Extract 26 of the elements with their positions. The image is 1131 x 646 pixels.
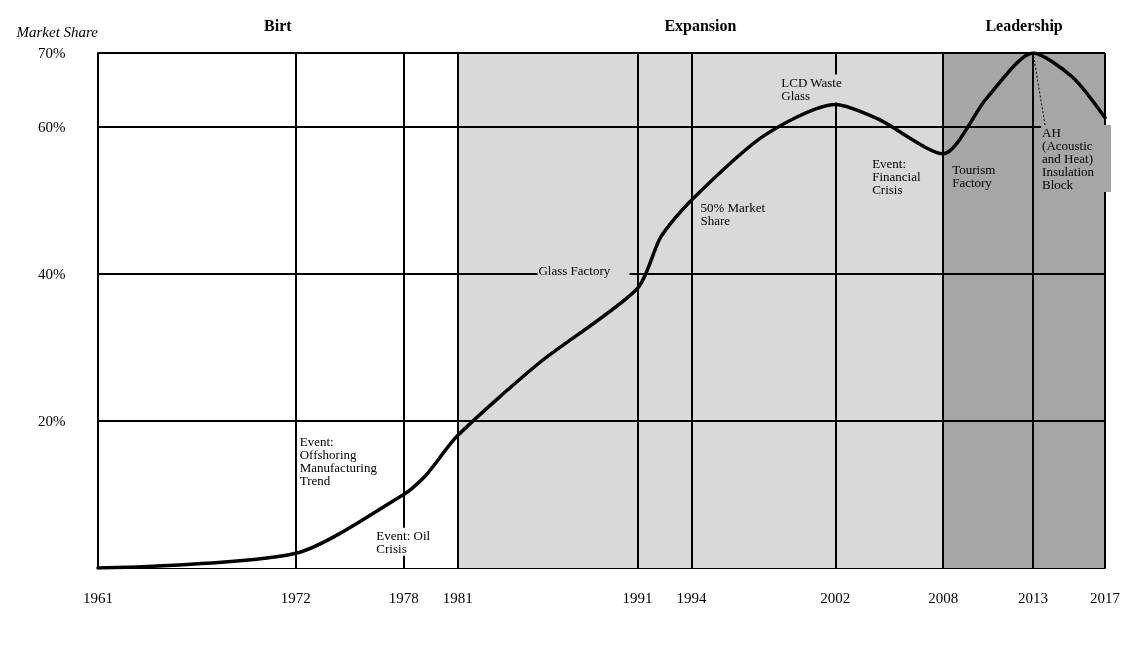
annotation: AH (Acoustic and Heat) Insulation Block	[1042, 125, 1098, 192]
x-tick-label: 2008	[928, 589, 959, 606]
annotation: Event: Offshoring Manufacturing Trend	[299, 434, 381, 489]
annotation: LCD Waste Glass	[781, 74, 845, 103]
annotation: 50% Market Share	[700, 200, 769, 229]
band-label: Leadership	[985, 16, 1063, 35]
x-tick-label: 1961	[83, 589, 113, 606]
band-label: Expansion	[664, 16, 737, 35]
y-tick-label: 60%	[38, 118, 66, 135]
x-tick-label: 2017	[1090, 589, 1121, 606]
y-axis-title: Market Share	[15, 23, 99, 40]
x-tick-label: 1994	[676, 589, 707, 606]
x-tick-label: 2013	[1018, 589, 1049, 606]
y-tick-label: 20%	[38, 412, 66, 429]
x-tick-label: 1991	[622, 589, 653, 606]
x-tick-label: 1978	[388, 589, 419, 606]
annotation: Glass Factory	[538, 263, 611, 279]
y-tick-label: 70%	[38, 45, 66, 61]
y-tick-label: 40%	[38, 265, 66, 282]
annotation: Tourism Factory	[952, 161, 999, 190]
x-tick-label: 1972	[280, 589, 311, 606]
x-tick-label: 2002	[820, 589, 851, 606]
band-label: Birt	[264, 16, 293, 34]
annotation: Event: Financial Crisis	[872, 155, 924, 197]
x-tick-label: 1981	[442, 589, 473, 606]
annotation: Event: Oil Crisis	[376, 527, 434, 556]
